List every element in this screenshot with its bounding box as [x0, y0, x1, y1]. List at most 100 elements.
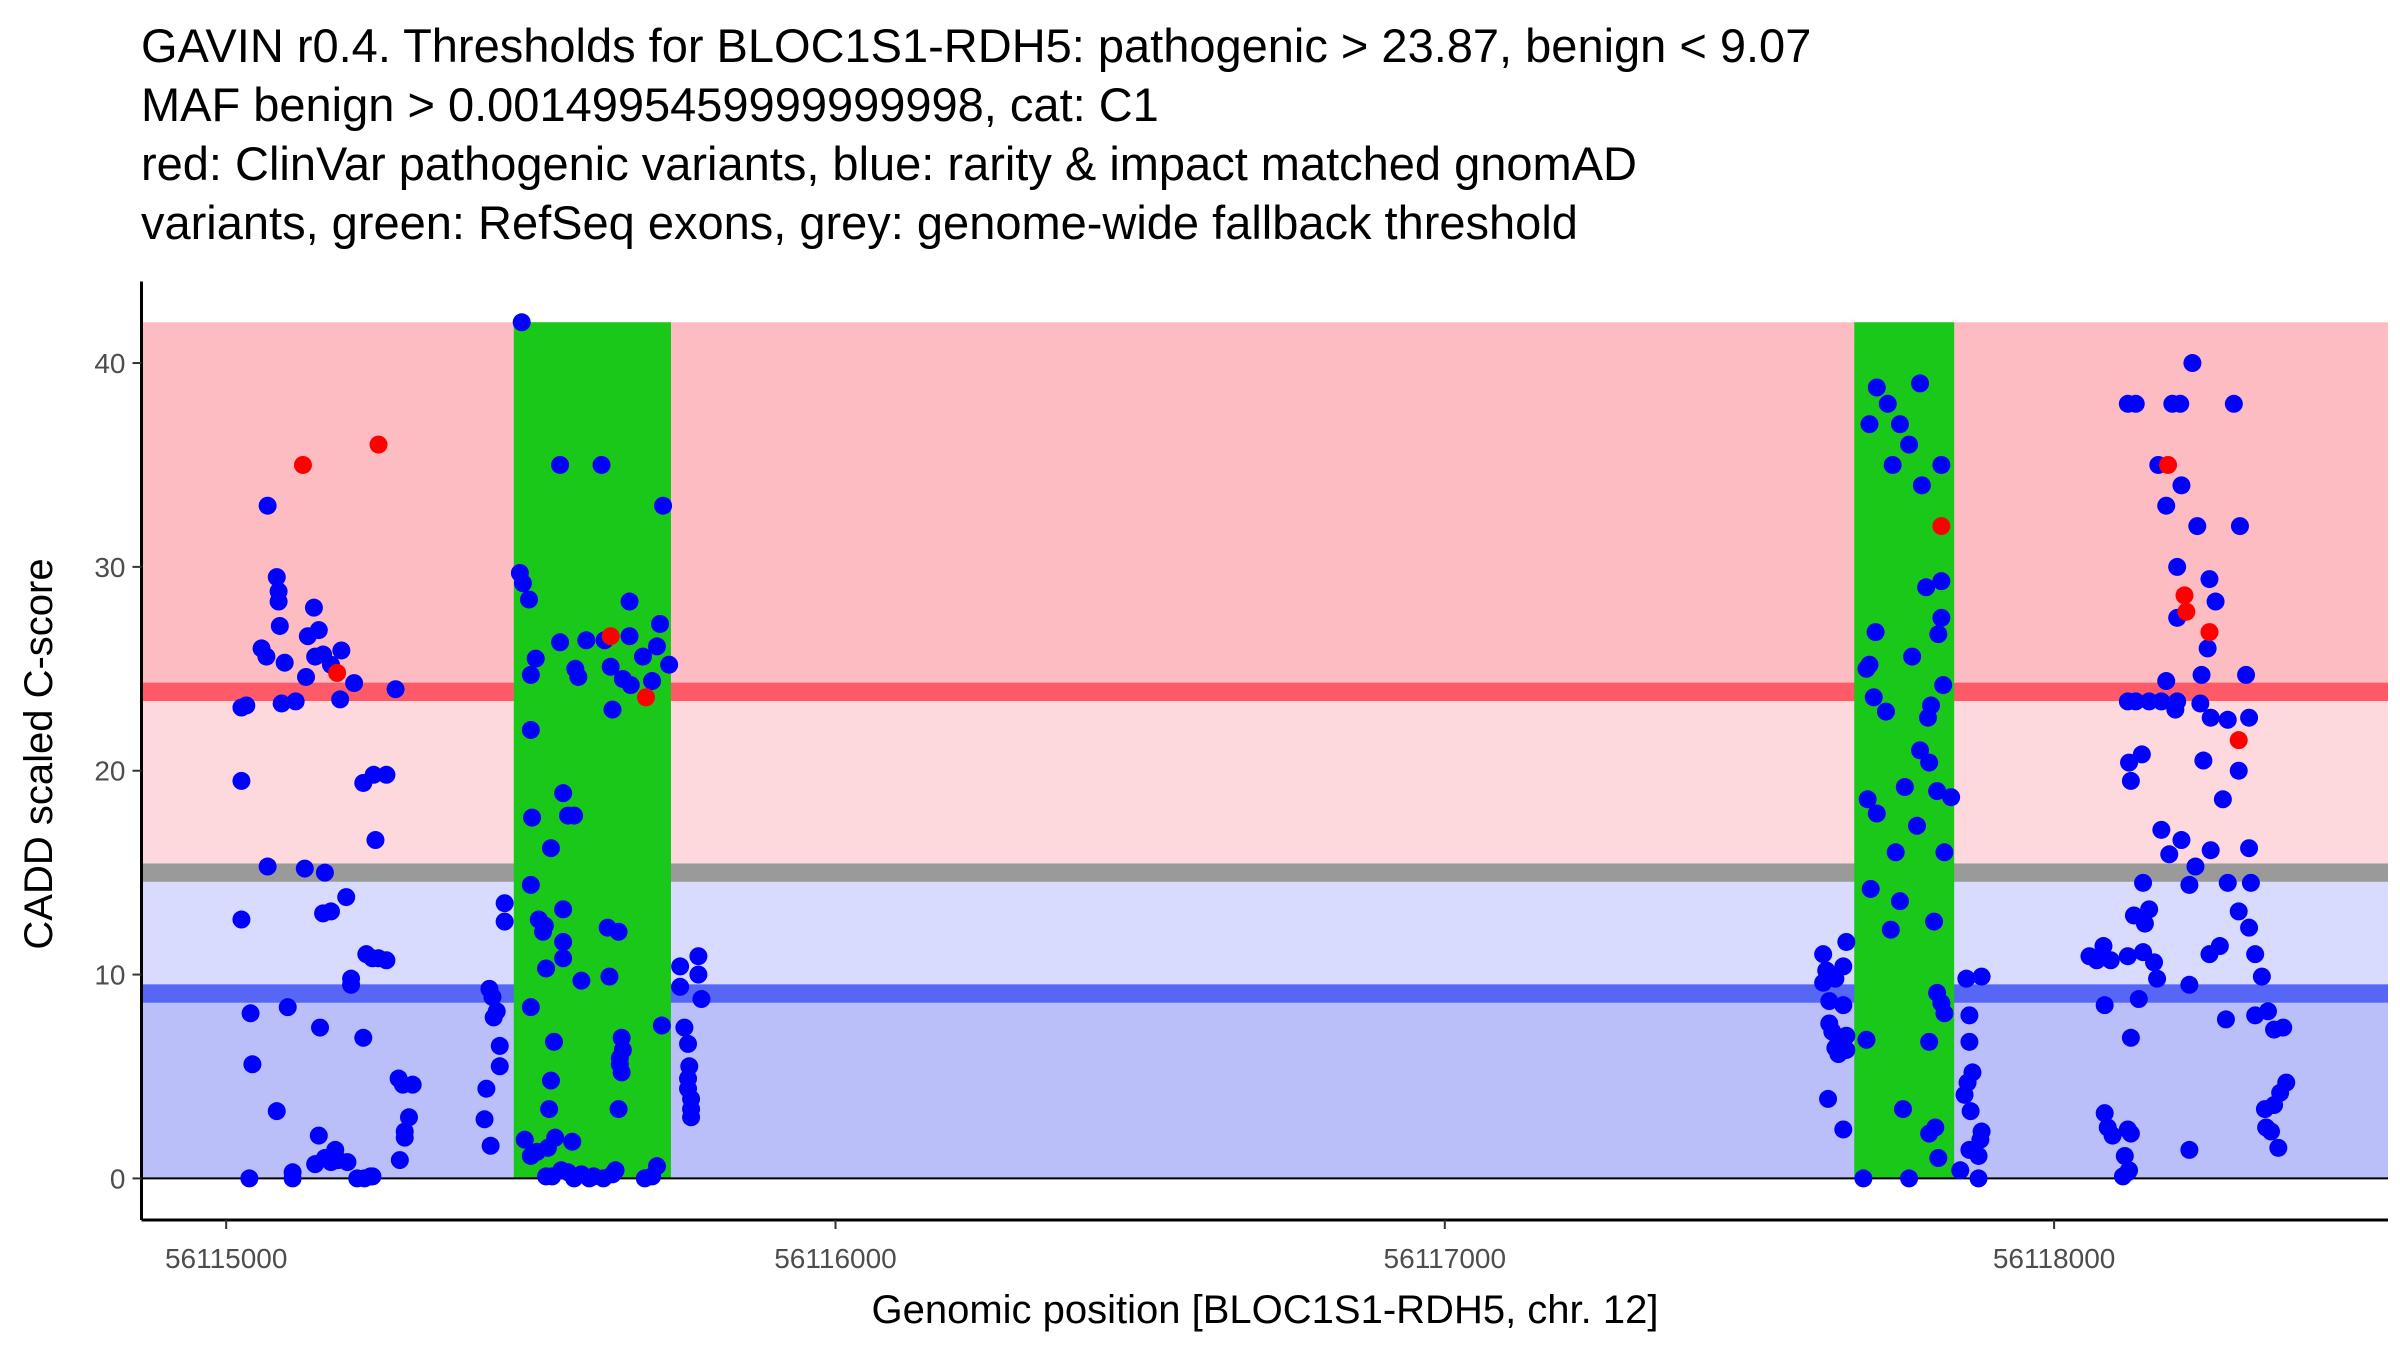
gnomad-variant-point: [283, 1169, 302, 1188]
gnomad-variant-point: [2166, 700, 2185, 719]
gnomad-variant-point: [526, 649, 545, 668]
gnomad-variant-point: [258, 496, 277, 515]
exon-region: [513, 322, 671, 1179]
gnomad-variant-point: [1960, 1006, 1979, 1025]
gnomad-variant-point: [1820, 992, 1839, 1011]
gnomad-variant-point: [2087, 951, 2106, 970]
gnomad-variant-point: [523, 808, 542, 827]
gnomad-variant-point: [513, 574, 532, 593]
gnomad-variant-point: [1867, 804, 1886, 823]
gnomad-variant-point: [2200, 570, 2219, 589]
gnomad-variant-point: [495, 912, 514, 931]
title-line-3: red: ClinVar pathogenic variants, blue: …: [141, 137, 1637, 190]
gnomad-variant-point: [2274, 1018, 2293, 1037]
threshold-bands: [141, 322, 2388, 1179]
gnomad-variant-point: [1932, 608, 1951, 627]
gnomad-variant-point: [490, 1036, 509, 1055]
gnomad-variant-point: [554, 900, 573, 919]
gnomad-variant-point: [592, 455, 611, 474]
gnomad-variant-point: [309, 1126, 328, 1145]
gnomad-variant-point: [679, 1034, 698, 1053]
gnomad-variant-point: [554, 932, 573, 951]
exon-regions: [513, 322, 1955, 1179]
gnomad-variant-point: [1969, 1169, 1988, 1188]
gnomad-variant-point: [2168, 557, 2187, 576]
gnomad-variant-point: [258, 857, 277, 876]
clinvar-pathogenic-point: [2175, 586, 2194, 605]
gnomad-variant-point: [612, 1063, 631, 1082]
gnomad-variant-point: [297, 667, 316, 686]
gnomad-variant-point: [1881, 920, 1900, 939]
gnomad-variant-point: [554, 784, 573, 803]
gnomad-variant-point: [620, 592, 639, 611]
y-tick-label: 20: [94, 756, 125, 787]
clinvar-pathogenic-point: [369, 435, 388, 454]
gnomad-variant-point: [652, 1016, 671, 1035]
gnomad-variant-point: [2206, 592, 2225, 611]
chart-title: GAVIN r0.4. Thresholds for BLOC1S1-RDH5:…: [141, 19, 1811, 249]
gnomad-variant-point: [377, 765, 396, 784]
gnomad-variant-point: [541, 839, 560, 858]
gnomad-variant-point: [2201, 841, 2220, 860]
gnomad-variant-point: [613, 669, 632, 688]
gnomad-variant-point: [1926, 1118, 1945, 1137]
gnomad-variant-point: [2121, 771, 2140, 790]
gnomad-variant-point: [2216, 1010, 2235, 1029]
y-tick-label: 0: [110, 1163, 126, 1194]
gnomad-variant-point: [2121, 1124, 2140, 1143]
gnomad-variant-point: [1928, 782, 1947, 801]
gnomad-variant-point: [1900, 435, 1919, 454]
title-line-4: variants, green: RefSeq exons, grey: gen…: [141, 196, 1578, 249]
gnomad-variant-point: [1834, 996, 1853, 1015]
clinvar-pathogenic-point: [2229, 731, 2248, 750]
gnomad-variant-point: [483, 987, 502, 1006]
y-axis-title: CADD scaled C-score: [17, 558, 61, 949]
gnomad-variant-point: [1861, 879, 1880, 898]
gnomad-variant-point: [520, 590, 539, 609]
gnomad-variant-point: [2191, 694, 2210, 713]
gnomad-variant-point: [1920, 753, 1939, 772]
x-ticks: 56115000 56116000 56117000 56118000: [165, 1243, 2115, 1274]
gnomad-variant-point: [240, 1169, 259, 1188]
gnomad-variant-point: [2152, 820, 2171, 839]
clinvar-pathogenic-point: [328, 663, 347, 682]
gnomad-variant-point: [1922, 696, 1941, 715]
gnomad-variant-point: [1935, 843, 1954, 862]
gnomad-variant-point: [1908, 816, 1927, 835]
data-points: [232, 313, 2296, 1188]
gnomad-variant-point: [2140, 900, 2159, 919]
gnomad-variant-point: [651, 614, 670, 633]
gnomad-variant-point: [267, 568, 286, 587]
gnomad-variant-point: [2126, 394, 2145, 413]
gnomad-variant-point: [554, 949, 573, 968]
gnomad-variant-point: [1961, 1102, 1980, 1121]
gnomad-variant-point: [1860, 655, 1879, 674]
y-ticks: 0 10 20 30 40: [94, 348, 125, 1194]
gnomad-variant-point: [2180, 975, 2199, 994]
gnomad-variant-point: [609, 1100, 628, 1119]
gnomad-variant-point: [647, 637, 666, 656]
gnomad-variant-point: [295, 859, 314, 878]
gnomad-variant-point: [364, 765, 383, 784]
gnomad-variant-point: [403, 1075, 422, 1094]
gnomad-variant-point: [1814, 973, 1833, 992]
gnomad-variant-point: [1878, 394, 1897, 413]
gnomad-variant-point: [2255, 1100, 2274, 1119]
gnomad-variant-point: [2262, 1122, 2281, 1141]
gnomad-variant-point: [2095, 996, 2114, 1015]
gnomad-variant-point: [1837, 932, 1856, 951]
gnomad-variant-point: [1866, 623, 1885, 642]
gnomad-variant-point: [232, 771, 251, 790]
gnomad-variant-point: [1895, 778, 1914, 797]
gnomad-variant-point: [2240, 708, 2259, 727]
gnomad-variant-point: [2258, 1002, 2277, 1021]
gnomad-variant-point: [2229, 761, 2248, 780]
gnomad-variant-point: [603, 700, 622, 719]
gnomad-variant-point: [1929, 1149, 1948, 1168]
gnomad-variant-point: [338, 1153, 357, 1172]
gnomad-variant-point: [515, 1130, 534, 1149]
gnomad-variant-point: [563, 1132, 582, 1151]
gnomad-variant-point: [278, 998, 297, 1017]
gnomad-variant-point: [521, 998, 540, 1017]
gnomad-variant-point: [311, 1018, 330, 1037]
